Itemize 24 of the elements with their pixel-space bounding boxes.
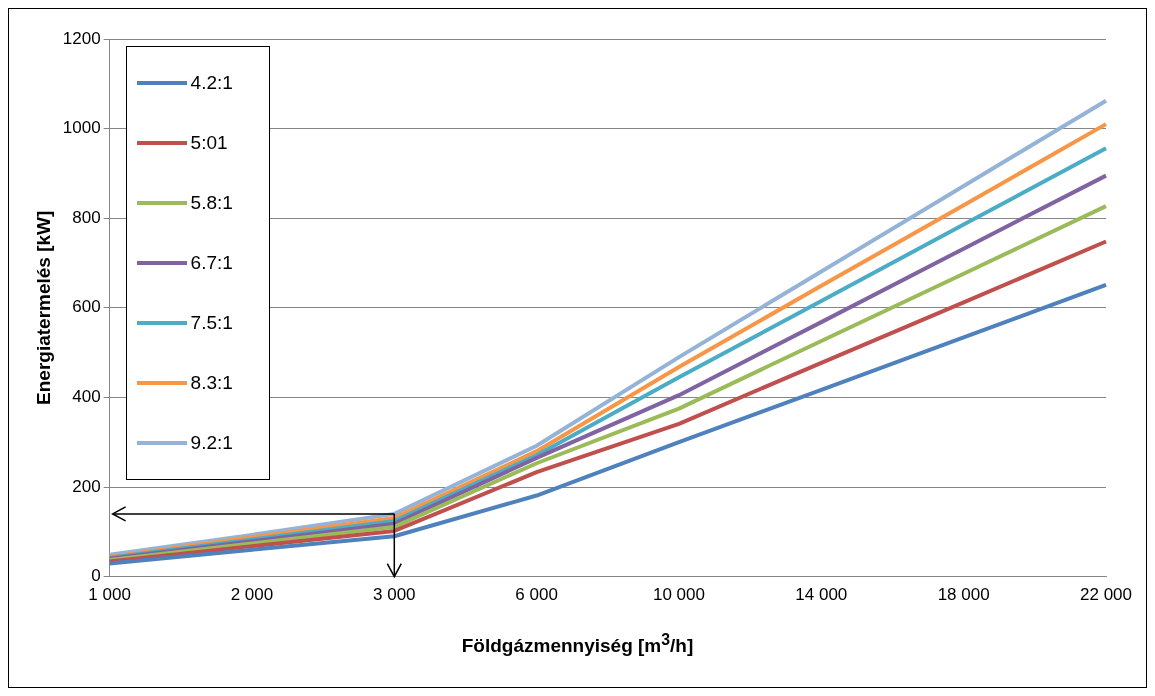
y-tick-label: 800 <box>72 207 101 227</box>
x-tick-label: 2 000 <box>230 585 274 605</box>
legend-label: 5.8:1 <box>190 192 233 214</box>
y-tick-label: 1200 <box>62 28 101 48</box>
x-tick-label: 14 000 <box>795 585 848 605</box>
y-tick-label: 0 <box>91 566 101 586</box>
x-tick-label: 1 000 <box>88 585 131 605</box>
legend-label: 7.5:1 <box>190 312 233 334</box>
y-tick-label: 1000 <box>62 118 101 138</box>
legend-label: 5:01 <box>190 132 228 154</box>
x-axis-title: Földgázmennyiség [m$^{3}$/h] <box>460 631 695 658</box>
y-axis-title: Energiatermelés [kW] <box>32 210 54 405</box>
y-tick-label: 200 <box>72 476 101 496</box>
legend-label: 9.2:1 <box>190 432 233 454</box>
x-tick-label: 22 000 <box>1080 585 1132 605</box>
legend-label: 8.3:1 <box>190 372 233 394</box>
y-tick-label: 400 <box>72 387 101 407</box>
x-tick-label: 3 000 <box>373 585 416 605</box>
legend-label: 4.2:1 <box>190 72 233 94</box>
y-tick-label: 600 <box>72 297 101 317</box>
legend-label: 6.7:1 <box>190 252 233 274</box>
x-tick-label: 6 000 <box>515 585 558 605</box>
x-tick-label: 10 000 <box>652 585 705 605</box>
x-tick-label: 18 000 <box>937 585 990 605</box>
